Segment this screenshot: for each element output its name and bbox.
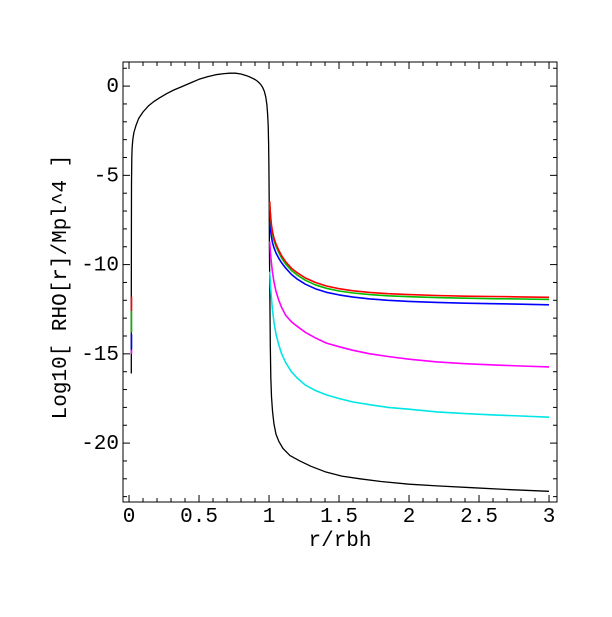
x-tick-label: 3 bbox=[543, 506, 556, 529]
curve-blue bbox=[268, 221, 550, 306]
curves-layer bbox=[130, 72, 550, 492]
x-tick-label: 1 bbox=[263, 506, 276, 529]
y-tick-label: -5 bbox=[94, 165, 119, 188]
y-tick-label: -15 bbox=[81, 344, 119, 367]
y-axis-label: Log10[ RHO[r]/Mpl^4 ] bbox=[50, 155, 73, 420]
x-tick-label: 2.5 bbox=[460, 506, 498, 529]
curve-green bbox=[268, 202, 550, 301]
x-tick-label: 0 bbox=[123, 506, 136, 529]
x-tick-label: 2 bbox=[403, 506, 416, 529]
ticks-layer bbox=[123, 62, 557, 502]
plot-frame bbox=[122, 61, 558, 503]
x-tick-label: 0.5 bbox=[180, 506, 218, 529]
x-axis-label: r/rbh bbox=[308, 530, 371, 553]
y-tick-label: 0 bbox=[106, 76, 119, 99]
curve-black bbox=[130, 72, 550, 492]
curve-magenta bbox=[268, 241, 550, 368]
y-tick-label: -10 bbox=[81, 255, 119, 278]
frame-rect bbox=[122, 61, 558, 503]
x-tick-label: 1.5 bbox=[320, 506, 358, 529]
curve-cyan bbox=[268, 271, 550, 418]
y-tick-label: -20 bbox=[81, 433, 119, 456]
curve-red bbox=[268, 201, 550, 299]
tick-labels-layer: 0 0.5 1 1.5 2 2.5 3 0 -5 -10 -15 -20 bbox=[81, 76, 555, 529]
